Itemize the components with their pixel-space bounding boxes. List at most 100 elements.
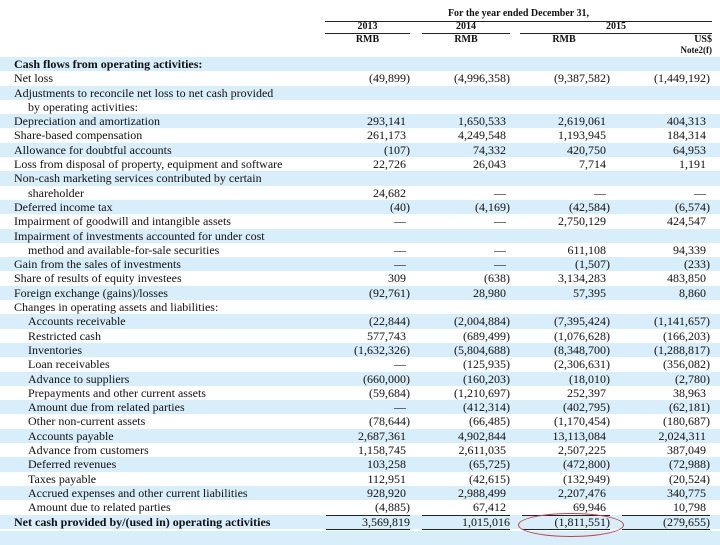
cell-2015-usd: (233) — [684, 257, 710, 272]
cell-2015-rmb: (472,800) — [563, 457, 610, 472]
row-label: Accounts payable — [28, 428, 114, 443]
row-label: Other non-current assets — [28, 414, 146, 429]
cell-2015-usd: (72,988) — [669, 457, 710, 472]
table-row: Gain from the sales of investments — — (1,5… — [0, 257, 720, 272]
table-row: Inventories (1,632,326) (5,804,688) (8,348,… — [0, 342, 720, 358]
row-label: Impairment of goodwill and intangible as… — [14, 214, 231, 229]
cell-2014-rmb: 4,249,548 — [458, 128, 506, 143]
row-label: Amount due from related parties — [28, 400, 185, 415]
cell-2014-rmb: — — [494, 257, 506, 272]
cell-2014-rmb: — — [494, 185, 506, 200]
cell-2013-rmb: 309 — [388, 271, 406, 286]
cell-2014-rmb: (412,314) — [463, 400, 510, 415]
cell-2013-rmb: — — [394, 400, 406, 415]
row-label: Share-based compensation — [14, 128, 143, 143]
cell-2015-rmb: 13,113,084 — [552, 428, 606, 443]
cell-2013-rmb: 577,743 — [367, 328, 406, 343]
cell-2015-rmb: 611,108 — [567, 242, 606, 257]
year-2015: 2015 — [606, 21, 626, 32]
table-row: by operating activities: — [0, 100, 720, 114]
cell-2013-rmb: 22,726 — [373, 157, 406, 172]
row-label: Accounts receivable — [28, 314, 126, 329]
row-label: Gain from the sales of investments — [14, 257, 181, 272]
table-row: Other non-current assets (78,644) (66,485)… — [0, 414, 720, 428]
cell-2015-usd: (279,655) — [622, 514, 710, 530]
row-label: Taxes payable — [28, 471, 97, 486]
year-2013: 2013 — [357, 21, 378, 32]
cell-2014-rmb: (160,203) — [463, 371, 510, 386]
cell-2014-rmb: — — [494, 214, 506, 229]
row-label: shareholder — [28, 185, 84, 200]
row-label: Restricted cash — [28, 328, 101, 343]
cell-2014-rmb: 74,332 — [473, 142, 506, 157]
cell-2015-rmb: 3,134,283 — [558, 271, 606, 286]
cell-2015-rmb: — — [594, 185, 606, 200]
currency-2014: RMB — [454, 34, 478, 45]
cell-2013-rmb: 103,258 — [367, 457, 406, 472]
cell-2013-rmb: 928,920 — [367, 485, 406, 500]
table-row: Cash flows from operating activities: — [0, 57, 720, 72]
cell-2015-rmb: (2,306,631) — [554, 357, 610, 372]
cell-2015-usd: (6,574) — [675, 199, 710, 214]
table-row: Impairment of goodwill and intangible as… — [0, 214, 720, 228]
cell-2015-usd: 8,860 — [679, 285, 706, 300]
cell-2013-rmb: — — [394, 214, 406, 229]
cell-2014-rmb: 4,902,844 — [458, 428, 506, 443]
table-row: Loan receivables — (125,935) (2,306,631) (35… — [0, 357, 720, 371]
cell-2013-rmb: (4,885) — [375, 500, 410, 515]
header-rule — [520, 33, 712, 34]
row-label: Prepayments and other current assets — [28, 385, 206, 400]
header-rule — [325, 21, 712, 22]
period-header: For the year ended December 31, — [447, 8, 590, 19]
table-row: Share-based compensation 261,173 4,249,548… — [0, 128, 720, 142]
header-rule — [422, 33, 510, 34]
row-label: Impairment of investments accounted for … — [14, 228, 265, 243]
cash-flow-table: Cash flows from operating activities: Net… — [0, 57, 720, 530]
table-row: Accounts receivable (22,844) (2,004,884) (7… — [0, 314, 720, 329]
table-row: Loss from disposal of property, equipmen… — [0, 157, 720, 171]
cell-2013-rmb: 293,141 — [367, 114, 406, 129]
cell-2014-rmb: 28,980 — [473, 285, 506, 300]
cell-2014-rmb: (1,210,697) — [454, 385, 510, 400]
cell-2013-rmb: — — [394, 257, 406, 272]
table-footer-band — [0, 531, 720, 545]
table-row: Net loss (49,899) (4,996,358) (9,387,582) (1… — [0, 71, 720, 85]
cell-2013-rmb: 24,682 — [373, 185, 406, 200]
table-row: Accounts payable 2,687,361 4,902,844 13,113… — [0, 428, 720, 444]
row-label: Changes in operating assets and liabilit… — [14, 300, 219, 315]
cell-2013-rmb: (107) — [384, 142, 410, 157]
table-row: Prepayments and other current assets (59,… — [0, 386, 720, 400]
cell-2015-usd: (1,141,657) — [654, 314, 710, 329]
table-row: Amount due from related parties — (412,314… — [0, 400, 720, 415]
cell-2015-usd: — — [694, 185, 706, 200]
cell-2013-rmb: (59,684) — [369, 385, 410, 400]
total-row: Net cash provided by/(used in) operating… — [0, 514, 720, 530]
cell-2014-rmb: (4,996,358) — [454, 71, 510, 86]
cell-2015-rmb: (42,584) — [569, 199, 610, 214]
table-row: shareholder 24,682 — — — — [0, 186, 720, 200]
cell-2014-rmb: (689,499) — [463, 328, 510, 343]
currency-2015-usd: US$ — [694, 34, 712, 45]
table-row: method and available-for-sale securities… — [0, 243, 720, 257]
cell-2014-rmb: (66,485) — [469, 414, 510, 429]
cell-2014-rmb: 2,611,035 — [458, 443, 506, 458]
cell-2015-usd: 1,191 — [679, 157, 706, 172]
cell-2015-usd: (1,449,192) — [654, 71, 710, 86]
row-label: Inventories — [28, 342, 82, 357]
cell-2015-rmb: 252,397 — [567, 385, 606, 400]
cell-2013-rmb: 2,687,361 — [358, 428, 406, 443]
cell-2015-rmb: (402,795) — [563, 400, 610, 415]
row-label: Cash flows from operating activities: — [14, 57, 203, 71]
row-label: by operating activities: — [28, 99, 138, 114]
cell-2015-rmb: 2,207,476 — [558, 485, 606, 500]
cell-2015-usd: (356,082) — [663, 357, 710, 372]
cell-2015-rmb: (1,076,628) — [554, 328, 610, 343]
row-label: Advance from customers — [28, 443, 149, 458]
row-label: Accrued expenses and other current liabi… — [28, 485, 248, 500]
row-label: Adjustments to reconcile net loss to net… — [14, 85, 274, 100]
cell-2015-usd: (62,181) — [669, 400, 710, 415]
cell-2015-usd: 10,798 — [673, 500, 706, 515]
cell-2015-rmb: 7,714 — [579, 157, 606, 172]
cell-2013-rmb: (1,632,326) — [354, 342, 410, 357]
cell-2015-usd: 184,314 — [667, 128, 706, 143]
